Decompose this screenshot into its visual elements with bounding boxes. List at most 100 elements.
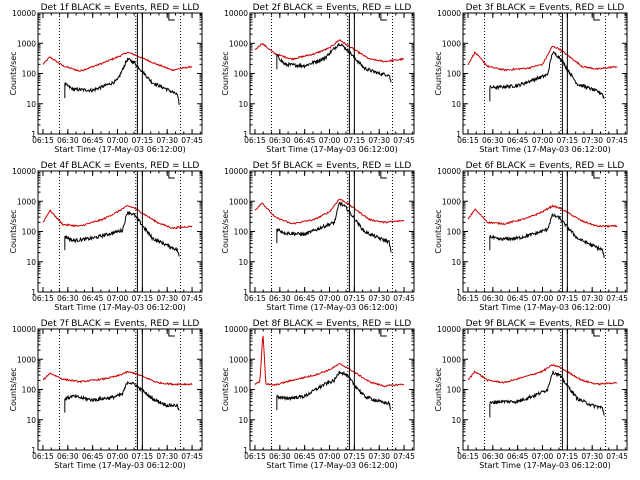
x-tick-label: 07:45 [393, 452, 415, 461]
y-tick-label: 1000 [442, 197, 461, 206]
x-tick-label: 07:45 [393, 136, 415, 145]
y-axis-label: Counts/sec [221, 51, 230, 95]
lld-series-line [254, 39, 405, 63]
x-tick-label: 06:15 [457, 452, 479, 461]
panel-title: Det 1f BLACK = Events, RED = LLD [41, 3, 200, 13]
x-tick-label: 07:45 [606, 136, 628, 145]
y-tick-label: 10000 [12, 167, 36, 176]
x-tick-label: 07:00 [319, 452, 341, 461]
y-tick-label: 1 [456, 288, 461, 297]
y-tick-label: 10000 [224, 325, 248, 334]
x-tick-label: 06:15 [244, 294, 266, 303]
x-tick-label: 06:45 [294, 136, 316, 145]
y-tick-label: 100 [234, 70, 249, 79]
y-tick-label: 1000 [229, 197, 248, 206]
x-tick-label: 07:30 [581, 452, 603, 461]
y-tick-label: 10 [238, 258, 248, 267]
step-marker [593, 329, 600, 337]
x-tick-label: 07:30 [368, 452, 390, 461]
x-tick-label: 07:30 [156, 136, 178, 145]
y-axis-label: Counts/sec [221, 209, 230, 253]
y-tick-label: 1 [31, 446, 36, 455]
y-axis-label: Counts/sec [221, 367, 230, 411]
x-tick-label: 07:30 [581, 294, 603, 303]
x-tick-label: 07:15 [132, 136, 154, 145]
y-tick-label: 1000 [17, 39, 36, 48]
y-tick-label: 1 [31, 130, 36, 139]
x-tick-label: 06:15 [32, 136, 54, 145]
x-tick-label: 07:15 [344, 294, 366, 303]
x-tick-label: 06:45 [294, 294, 316, 303]
x-tick-label: 06:30 [57, 136, 79, 145]
panel-title: Det 8f BLACK = Events, RED = LLD [253, 319, 412, 329]
x-tick-label: 07:15 [557, 452, 579, 461]
plot-frame [249, 328, 415, 451]
x-tick-label: 07:00 [319, 136, 341, 145]
step-marker [168, 13, 175, 21]
lld-series-line [467, 45, 618, 72]
events-series-line [276, 43, 392, 83]
step-marker [593, 13, 600, 21]
lld-series-line [254, 198, 405, 225]
x-tick-label: 07:45 [181, 294, 203, 303]
x-tick-label: 06:15 [457, 136, 479, 145]
detector-panel-6: Det 6f BLACK = Events, RED = LLD 1 10 100 10… [434, 161, 628, 312]
y-tick-label: 1 [243, 130, 248, 139]
y-tick-label: 10000 [437, 167, 461, 176]
y-tick-label: 100 [447, 228, 462, 237]
y-tick-label: 10000 [224, 167, 248, 176]
detector-panel-2: Det 2f BLACK = Events, RED = LLD 1 10 100 10… [221, 3, 415, 154]
lld-series-line [42, 51, 193, 72]
x-tick-label: 06:30 [57, 294, 79, 303]
x-tick-label: 07:30 [581, 136, 603, 145]
x-tick-label: 07:45 [181, 452, 203, 461]
x-tick-label: 06:15 [32, 294, 54, 303]
y-axis-label: Counts/sec [9, 51, 18, 95]
events-series-line [489, 370, 605, 416]
y-tick-label: 10000 [437, 325, 461, 334]
detector-panel-1: Det 1f BLACK = Events, RED = LLD 1 10 100 10… [9, 3, 203, 154]
lld-series-line [42, 205, 193, 230]
x-tick-label: 07:00 [532, 136, 554, 145]
panel-title: Det 9f BLACK = Events, RED = LLD [466, 319, 625, 329]
x-tick-label: 06:45 [82, 294, 104, 303]
y-tick-label: 10000 [12, 325, 36, 334]
y-tick-label: 10 [451, 416, 461, 425]
x-axis-label: Start Time (17-May-03 06:12:00) [54, 461, 185, 470]
y-tick-label: 1000 [17, 197, 36, 206]
x-tick-label: 07:45 [181, 136, 203, 145]
y-tick-label: 100 [447, 386, 462, 395]
x-tick-label: 06:15 [32, 452, 54, 461]
x-axis-label: Start Time (17-May-03 06:12:00) [266, 303, 397, 312]
detector-panel-7: Det 7f BLACK = Events, RED = LLD 1 10 100 10… [9, 319, 203, 470]
y-tick-label: 100 [22, 386, 37, 395]
x-axis-label: Start Time (17-May-03 06:12:00) [266, 145, 397, 154]
y-axis-label: Counts/sec [434, 209, 443, 253]
plot-frame [249, 12, 415, 135]
x-tick-label: 07:00 [107, 452, 129, 461]
events-series-line [64, 211, 180, 257]
y-tick-label: 10 [26, 416, 36, 425]
x-tick-label: 06:30 [482, 294, 504, 303]
y-tick-label: 1 [243, 446, 248, 455]
y-axis-label: Counts/sec [9, 209, 18, 253]
x-tick-label: 06:15 [244, 136, 266, 145]
y-tick-label: 1000 [229, 355, 248, 364]
lld-series-line [254, 335, 405, 388]
x-tick-label: 06:30 [269, 452, 291, 461]
step-marker [168, 171, 175, 179]
y-tick-label: 1000 [17, 355, 36, 364]
x-tick-label: 07:15 [132, 452, 154, 461]
step-marker [380, 171, 387, 179]
y-tick-label: 1 [243, 288, 248, 297]
lld-series-line [467, 363, 618, 386]
events-series-line [276, 201, 392, 253]
panel-title: Det 4f BLACK = Events, RED = LLD [41, 161, 200, 171]
x-tick-label: 07:45 [606, 452, 628, 461]
x-tick-label: 07:45 [393, 294, 415, 303]
y-axis-label: Counts/sec [434, 51, 443, 95]
step-marker [168, 329, 175, 337]
y-tick-label: 1 [31, 288, 36, 297]
x-tick-label: 06:30 [269, 136, 291, 145]
